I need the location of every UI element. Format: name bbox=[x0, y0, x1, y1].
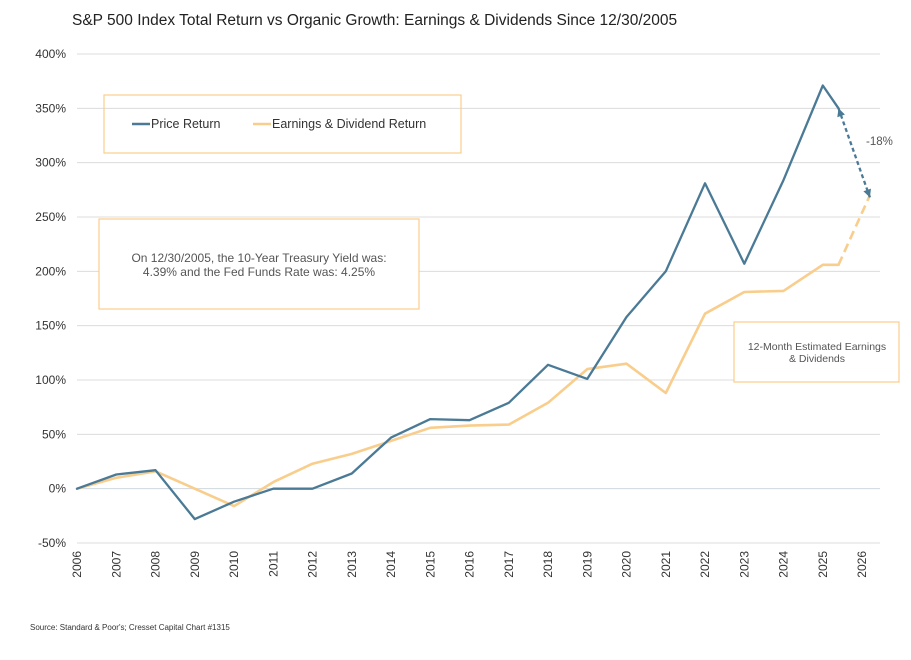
y-tick-label: 300% bbox=[35, 156, 66, 170]
y-tick-label: 150% bbox=[35, 319, 66, 333]
source-note: Source: Standard & Poor's; Cresset Capit… bbox=[30, 623, 230, 632]
y-tick-label: 50% bbox=[42, 427, 66, 441]
rates-annotation: On 12/30/2005, the 10-Year Treasury Yiel… bbox=[98, 218, 420, 310]
x-tick-label: 2009 bbox=[188, 551, 202, 578]
series-lines bbox=[75, 84, 872, 521]
series-line-earnings-dividend-return bbox=[75, 263, 840, 508]
y-tick-label: -50% bbox=[38, 536, 66, 550]
legend-label-earnings-dividend: Earnings & Dividend Return bbox=[272, 117, 426, 131]
y-tick-label: 350% bbox=[35, 101, 66, 115]
estimate-annotation: 12-Month Estimated Earnings & Dividends bbox=[733, 321, 900, 383]
x-tick-label: 2026 bbox=[855, 551, 869, 578]
x-tick-label: 2017 bbox=[502, 551, 516, 578]
x-tick-label: 2018 bbox=[541, 551, 555, 578]
x-tick-label: 2020 bbox=[620, 551, 634, 578]
x-tick-label: 2019 bbox=[580, 551, 594, 578]
estimate-annotation-box bbox=[733, 321, 900, 383]
x-tick-label: 2011 bbox=[266, 551, 280, 577]
chart-title: S&P 500 Index Total Return vs Organic Gr… bbox=[72, 12, 678, 29]
estimate-annotation-line-2: & Dividends bbox=[789, 353, 845, 365]
x-tick-label: 2006 bbox=[70, 551, 84, 578]
projection-arrowhead-end bbox=[863, 188, 871, 198]
y-tick-label: 250% bbox=[35, 210, 66, 224]
x-tick-label: 2021 bbox=[659, 551, 673, 578]
y-tick-label: 0% bbox=[49, 482, 67, 496]
x-tick-label: 2023 bbox=[737, 551, 751, 578]
series-line-price-return bbox=[75, 84, 840, 521]
y-axis-ticks: -50% 0% 50% 100% 150% 200% 250% 300% 350% 400% bbox=[35, 47, 66, 550]
x-tick-label: 2014 bbox=[384, 551, 398, 578]
rates-annotation-box bbox=[98, 218, 420, 310]
drop-annotation: -18% bbox=[866, 136, 893, 148]
x-tick-label: 2008 bbox=[149, 551, 163, 578]
y-tick-label: 200% bbox=[35, 264, 66, 278]
x-tick-label: 2022 bbox=[698, 551, 712, 578]
projection-line-price-return bbox=[837, 107, 871, 198]
x-tick-label: 2007 bbox=[109, 551, 123, 578]
legend-label-price-return: Price Return bbox=[151, 117, 221, 131]
x-tick-label: 2015 bbox=[423, 551, 437, 578]
x-tick-label: 2024 bbox=[777, 551, 791, 578]
legend-box bbox=[103, 94, 462, 154]
projection-line-earnings-dividend-return bbox=[837, 194, 872, 266]
y-tick-label: 400% bbox=[35, 47, 66, 61]
x-tick-label: 2025 bbox=[816, 551, 830, 578]
x-tick-label: 2016 bbox=[463, 551, 477, 578]
legend: Price Return Earnings & Dividend Return bbox=[103, 94, 462, 154]
estimate-annotation-line-1: 12-Month Estimated Earnings bbox=[748, 341, 886, 353]
rates-annotation-line-1: On 12/30/2005, the 10-Year Treasury Yiel… bbox=[131, 251, 386, 265]
rates-annotation-line-2: 4.39% and the Fed Funds Rate was: 4.25% bbox=[143, 265, 375, 279]
x-tick-label: 2010 bbox=[227, 551, 241, 578]
x-axis-ticks: 2006 2007 2008 2009 2010 2011 2012 2013 2014 2015… bbox=[70, 551, 869, 578]
projection-arrowhead-start bbox=[837, 108, 845, 118]
y-tick-label: 100% bbox=[35, 373, 66, 387]
x-tick-label: 2013 bbox=[345, 551, 359, 578]
x-tick-label: 2012 bbox=[306, 551, 320, 578]
